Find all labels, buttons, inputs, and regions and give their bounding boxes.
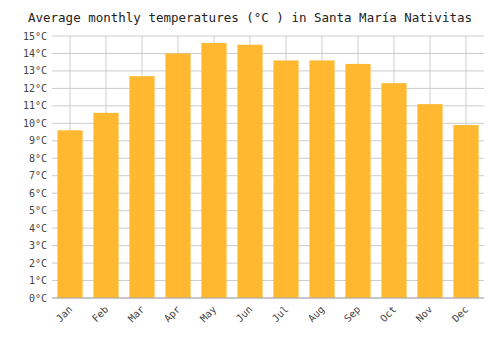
y-tick-label: 14°C [23, 48, 47, 59]
y-tick-label: 0°C [29, 293, 47, 304]
bar [93, 113, 118, 298]
bar [273, 60, 298, 298]
y-tick-label: 5°C [29, 205, 47, 216]
y-axis: 0°C 1°C 2°C 3°C 4°C 5°C 6°C 7°C 8°C 9°C 10°C 11°C 12… [23, 31, 47, 304]
x-tick-label: Dec [450, 304, 471, 325]
x-tick-label: Nov [414, 304, 435, 325]
x-axis: Jan Feb Mar Apr May Jun Jul Aug Sep Oct Nov Dec [54, 304, 471, 325]
chart-title: Average monthly temperatures (°C ) in Sa… [28, 10, 472, 25]
x-tick-label: Jul [270, 304, 291, 325]
bar [57, 130, 82, 298]
chart-container: Average monthly temperatures (°C ) in Sa… [0, 0, 500, 350]
grid-line-y [52, 36, 484, 37]
grid-line-y [52, 298, 484, 299]
grid-line-y [52, 70, 484, 71]
grid-line-y [52, 88, 484, 89]
bar [453, 125, 478, 298]
bars [57, 43, 478, 298]
bar [381, 83, 406, 298]
bar [237, 45, 262, 298]
x-tick-label: Sep [342, 304, 363, 325]
x-tick-label: Jan [54, 304, 75, 325]
y-tick-label: 11°C [23, 100, 47, 111]
bar [417, 104, 442, 298]
y-tick-label: 12°C [23, 83, 47, 94]
grid-line-y [52, 53, 484, 54]
y-tick-label: 9°C [29, 135, 47, 146]
y-tick-label: 6°C [29, 188, 47, 199]
bar [345, 64, 370, 298]
x-tick-label: Oct [378, 304, 399, 325]
y-tick-label: 8°C [29, 153, 47, 164]
x-tick-label: May [198, 304, 219, 325]
bar [309, 60, 334, 298]
bar [129, 76, 154, 298]
bar [165, 53, 190, 298]
bar [201, 43, 226, 298]
x-tick-label: Feb [90, 304, 111, 325]
x-tick-label: Apr [162, 304, 183, 325]
y-tick-label: 13°C [23, 65, 47, 76]
chart-svg: Average monthly temperatures (°C ) in Sa… [0, 0, 500, 350]
x-tick-label: Mar [126, 304, 147, 325]
grid [52, 36, 484, 298]
y-tick-label: 15°C [23, 31, 47, 42]
x-tick-label: Aug [306, 304, 327, 325]
y-tick-label: 3°C [29, 240, 47, 251]
y-tick-label: 10°C [23, 118, 47, 129]
y-tick-label: 4°C [29, 223, 47, 234]
x-axis-line [52, 298, 484, 299]
y-tick-label: 2°C [29, 258, 47, 269]
y-tick-label: 7°C [29, 170, 47, 181]
y-tick-label: 1°C [29, 275, 47, 286]
x-tick-label: Jun [234, 304, 255, 325]
